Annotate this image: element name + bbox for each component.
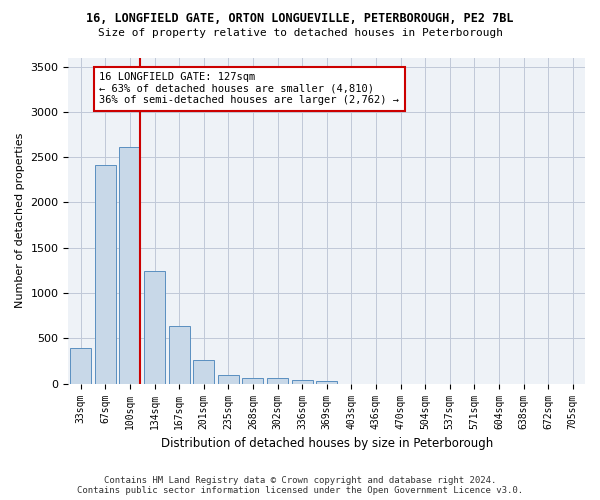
Bar [70,348,91,384]
Bar [242,378,263,384]
Y-axis label: Number of detached properties: Number of detached properties [15,133,25,308]
Bar [292,380,313,384]
Text: 16, LONGFIELD GATE, ORTON LONGUEVILLE, PETERBOROUGH, PE2 7BL: 16, LONGFIELD GATE, ORTON LONGUEVILLE, P… [86,12,514,26]
Text: Size of property relative to detached houses in Peterborough: Size of property relative to detached ho… [97,28,503,38]
Bar [144,272,165,384]
X-axis label: Distribution of detached houses by size in Peterborough: Distribution of detached houses by size … [161,437,493,450]
Bar [193,360,214,384]
Bar [119,147,140,384]
Bar [95,166,116,384]
Bar [267,378,288,384]
Bar [169,326,190,384]
Bar [218,374,239,384]
Text: Contains HM Land Registry data © Crown copyright and database right 2024.
Contai: Contains HM Land Registry data © Crown c… [77,476,523,495]
Bar [316,381,337,384]
Text: 16 LONGFIELD GATE: 127sqm
← 63% of detached houses are smaller (4,810)
36% of se: 16 LONGFIELD GATE: 127sqm ← 63% of detac… [100,72,400,106]
